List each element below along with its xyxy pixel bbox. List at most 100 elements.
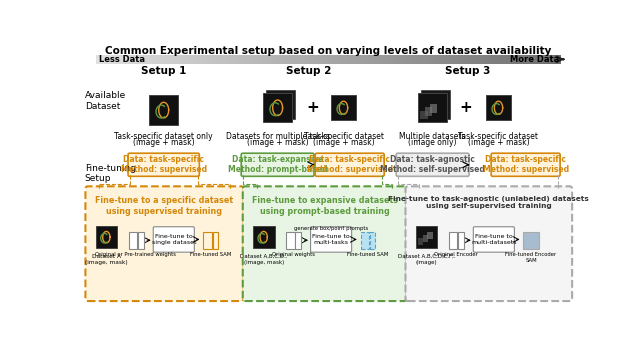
Bar xyxy=(366,55,367,64)
Bar xyxy=(359,55,360,64)
Bar xyxy=(488,55,489,64)
Bar xyxy=(270,55,271,64)
Bar xyxy=(296,55,297,64)
Bar xyxy=(525,55,526,64)
Bar xyxy=(132,55,134,64)
Bar xyxy=(254,55,255,64)
Bar xyxy=(330,55,331,64)
Bar xyxy=(465,55,466,64)
Bar xyxy=(249,55,250,64)
Bar xyxy=(163,55,164,64)
Bar xyxy=(116,55,117,64)
Bar xyxy=(396,55,397,64)
Bar xyxy=(198,55,199,64)
Bar xyxy=(547,55,548,64)
Bar xyxy=(393,55,394,64)
Bar xyxy=(467,55,468,64)
Bar xyxy=(494,55,495,64)
Bar xyxy=(358,55,359,64)
Bar xyxy=(180,55,182,64)
Bar xyxy=(172,55,173,64)
Bar xyxy=(111,55,112,64)
Text: (image + mask): (image + mask) xyxy=(247,138,308,147)
Bar xyxy=(478,55,479,64)
Bar xyxy=(321,55,322,64)
Bar xyxy=(472,55,473,64)
Bar xyxy=(147,55,148,64)
FancyBboxPatch shape xyxy=(310,227,351,252)
Text: Original weights: Original weights xyxy=(271,252,315,257)
Bar xyxy=(470,55,472,64)
Bar xyxy=(171,55,172,64)
Bar xyxy=(286,55,287,64)
Bar xyxy=(155,55,156,64)
Bar xyxy=(221,55,222,64)
Bar xyxy=(289,55,290,64)
Bar xyxy=(294,55,296,64)
Bar xyxy=(139,55,140,64)
Bar xyxy=(379,55,380,64)
Bar xyxy=(237,55,238,64)
Bar xyxy=(335,55,336,64)
Bar xyxy=(231,55,232,64)
Bar xyxy=(343,55,344,64)
Bar xyxy=(415,55,417,64)
Bar xyxy=(241,55,242,64)
Text: Fine-tune to
multi-tasks: Fine-tune to multi-tasks xyxy=(312,234,350,245)
Text: Data: task-expansive
Method: prompt-based: Data: task-expansive Method: prompt-base… xyxy=(228,155,328,174)
Bar xyxy=(509,55,510,64)
Bar xyxy=(432,55,433,64)
Bar xyxy=(102,55,103,64)
Bar xyxy=(204,55,205,64)
Bar xyxy=(136,55,138,64)
Bar xyxy=(425,55,426,64)
Bar xyxy=(445,55,446,64)
Bar xyxy=(500,55,501,64)
Bar xyxy=(429,104,437,113)
Bar xyxy=(423,55,424,64)
Bar xyxy=(541,55,542,64)
Bar xyxy=(293,55,294,64)
Bar xyxy=(308,55,309,64)
Bar xyxy=(506,55,507,64)
Bar xyxy=(158,55,159,64)
Bar xyxy=(384,55,385,64)
Bar xyxy=(389,55,390,64)
Bar xyxy=(502,55,503,64)
Bar xyxy=(200,55,201,64)
Bar xyxy=(149,55,150,64)
FancyBboxPatch shape xyxy=(316,153,384,176)
Bar xyxy=(160,55,161,64)
Bar xyxy=(98,55,99,64)
Bar xyxy=(392,55,393,64)
Bar xyxy=(499,55,500,64)
Bar xyxy=(418,55,419,64)
Bar xyxy=(167,55,168,64)
Bar xyxy=(458,232,463,249)
Bar xyxy=(216,55,217,64)
Bar xyxy=(212,232,218,249)
Bar xyxy=(113,55,114,64)
Bar xyxy=(138,232,143,249)
Text: Fine-tune to
single dataset: Fine-tune to single dataset xyxy=(152,234,196,245)
Bar xyxy=(168,55,169,64)
Bar xyxy=(553,55,554,64)
Bar xyxy=(480,55,481,64)
Bar xyxy=(184,55,186,64)
Bar xyxy=(436,55,437,64)
Bar xyxy=(222,55,223,64)
Bar xyxy=(325,55,326,64)
Bar xyxy=(266,55,267,64)
Bar xyxy=(554,55,555,64)
Bar xyxy=(373,55,374,64)
Bar xyxy=(201,55,202,64)
Bar xyxy=(232,55,233,64)
Text: Task-specific dataset: Task-specific dataset xyxy=(458,132,538,141)
Bar xyxy=(278,55,279,64)
Bar xyxy=(511,55,513,64)
Bar xyxy=(256,55,257,64)
Bar xyxy=(486,96,511,120)
Bar xyxy=(128,55,129,64)
Bar xyxy=(360,55,362,64)
Bar xyxy=(334,55,335,64)
